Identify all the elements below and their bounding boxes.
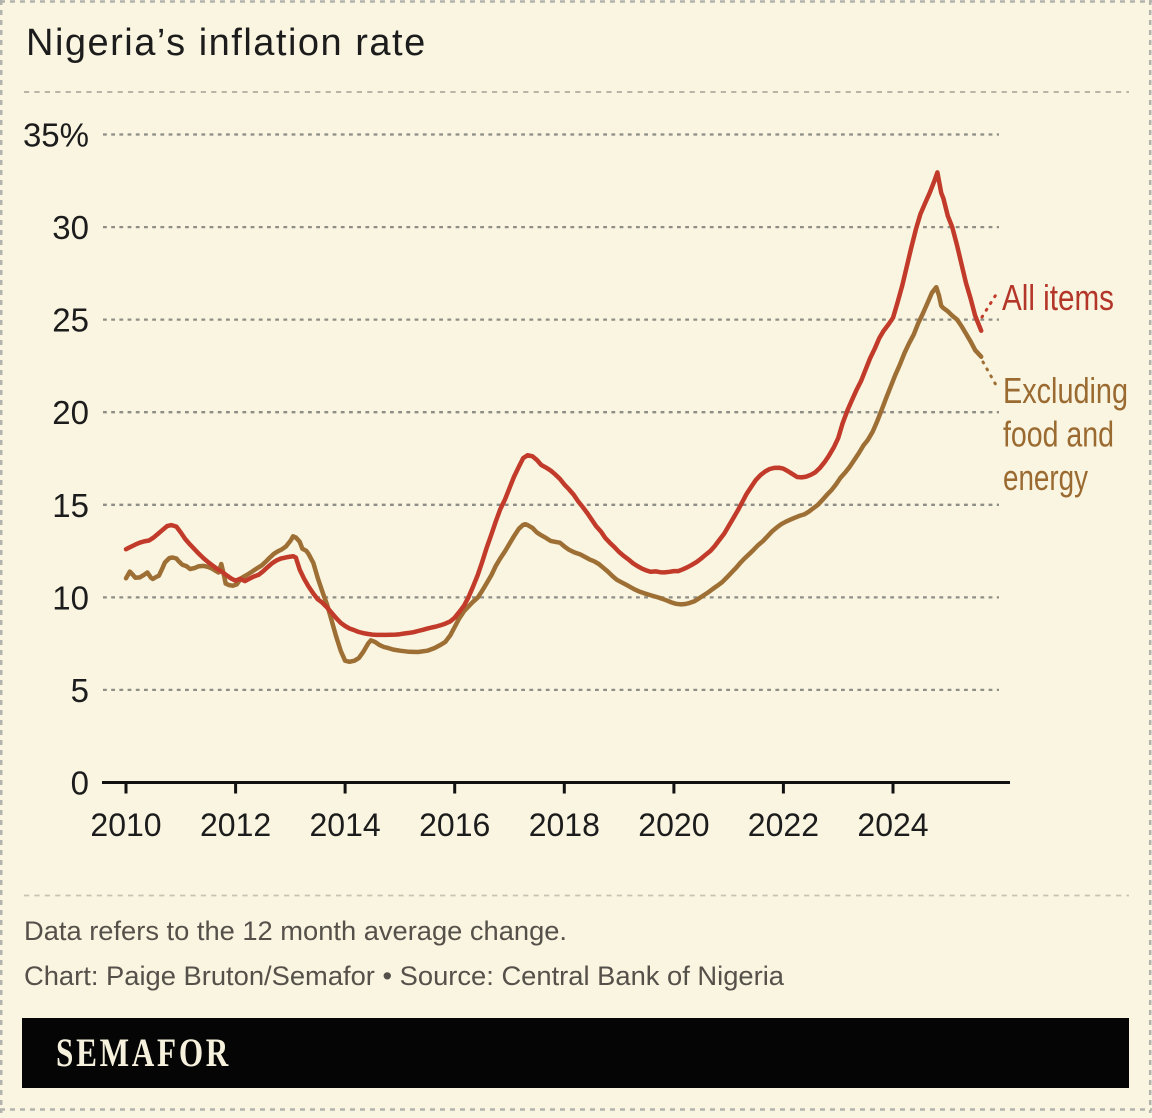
svg-text:25: 25: [52, 302, 89, 339]
svg-text:35%: 35%: [23, 117, 89, 154]
svg-text:0: 0: [71, 765, 89, 802]
svg-text:15: 15: [52, 487, 89, 524]
svg-text:Excluding: Excluding: [1003, 370, 1128, 411]
svg-text:2024: 2024: [857, 807, 928, 843]
svg-text:20: 20: [52, 394, 89, 431]
svg-text:Nigeria’s inflation rate: Nigeria’s inflation rate: [26, 22, 427, 64]
svg-text:SEMAFOR: SEMAFOR: [56, 1030, 231, 1075]
svg-text:2016: 2016: [419, 807, 490, 843]
svg-text:2018: 2018: [529, 807, 600, 843]
svg-text:30: 30: [52, 209, 89, 246]
svg-text:food and: food and: [1003, 414, 1114, 455]
svg-text:2010: 2010: [90, 807, 161, 843]
svg-text:2012: 2012: [200, 807, 271, 843]
svg-text:10: 10: [52, 579, 89, 616]
svg-text:All items: All items: [1002, 277, 1114, 318]
svg-text:Data refers to the 12 month av: Data refers to the 12 month average chan…: [24, 916, 567, 946]
svg-text:2020: 2020: [638, 807, 709, 843]
svg-text:2014: 2014: [310, 807, 381, 843]
svg-text:2022: 2022: [748, 807, 819, 843]
svg-text:Chart: Paige Bruton/Semafor •: Chart: Paige Bruton/Semafor • Source: Ce…: [24, 961, 785, 991]
svg-text:energy: energy: [1003, 457, 1088, 498]
svg-text:5: 5: [71, 672, 89, 709]
